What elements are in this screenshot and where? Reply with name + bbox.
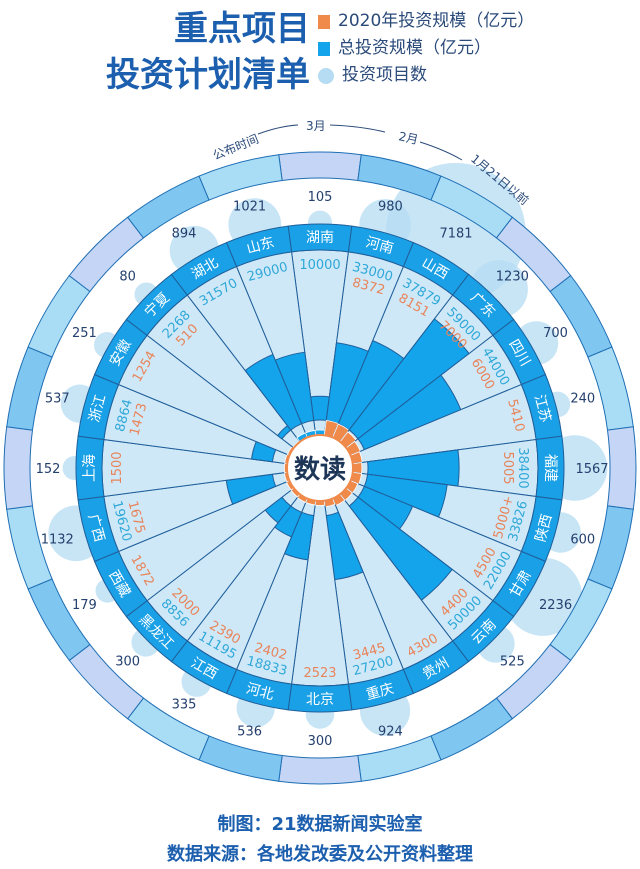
project-count-label: 240 xyxy=(570,392,595,407)
project-count-label: 1230 xyxy=(496,270,529,285)
total-investment-bar xyxy=(274,351,315,425)
project-count-label: 300 xyxy=(308,734,333,749)
publish-time-segment xyxy=(126,697,210,761)
publish-time-segment xyxy=(606,426,637,510)
province-label: 广西 xyxy=(85,512,108,543)
province-label: 河南 xyxy=(364,234,395,257)
project-count-label: 2236 xyxy=(539,598,572,613)
legend-item-count: 投资项目数 xyxy=(318,62,534,89)
title-line-2: 投资计划清单 xyxy=(106,55,310,95)
source: 数据来源：各地发改委及公开资料整理 xyxy=(167,844,473,865)
center-hub xyxy=(286,434,354,502)
project-count-label: 105 xyxy=(308,190,333,205)
province-label: 江苏 xyxy=(531,393,554,424)
orange-swatch-icon xyxy=(318,14,330,29)
project-count-label: 980 xyxy=(378,199,403,214)
chart-title: 重点项目 投资计划清单 xyxy=(70,6,310,98)
project-count-label: 1567 xyxy=(575,462,608,477)
project-count-label: 525 xyxy=(500,654,525,669)
publish-time-segment xyxy=(357,735,442,782)
publish-time-segment xyxy=(27,578,91,662)
legend: 2020年投资规模（亿元） 总投资规模（亿元） 投资项目数 xyxy=(318,8,534,89)
project-count-label: 700 xyxy=(543,326,568,341)
project-count-label: 335 xyxy=(172,698,197,713)
province-label: 福建 xyxy=(542,454,558,482)
project-count-label: 536 xyxy=(237,725,262,740)
investment-2020-bar xyxy=(352,462,363,474)
investment-2020-label: 2523 xyxy=(303,666,336,681)
province-label: 湖南 xyxy=(306,230,334,246)
project-count-label: 7181 xyxy=(439,226,472,241)
legend-item-2020: 2020年投资规模（亿元） xyxy=(318,8,534,35)
publish-time-segment xyxy=(278,151,362,182)
publish-time-segment xyxy=(587,346,634,431)
province-label-band xyxy=(225,225,293,268)
timeline-line xyxy=(257,124,463,161)
investment-2020-label: 5005 xyxy=(500,451,515,484)
publish-time-segment xyxy=(278,754,362,785)
legend-label: 总投资规模（亿元） xyxy=(338,38,491,58)
province-label: 陕西 xyxy=(533,512,556,543)
publish-time-segment xyxy=(430,697,514,761)
project-count-label: 80 xyxy=(119,270,136,285)
legend-label: 2020年投资规模（亿元） xyxy=(338,11,535,31)
project-count-label: 600 xyxy=(570,532,595,547)
province-label: 北京 xyxy=(306,692,334,708)
credit: 制图：21数据新闻实验室 xyxy=(217,814,423,835)
timeline-label: 公布时间 xyxy=(211,132,261,163)
province-label: 重庆 xyxy=(364,681,395,704)
legend-label: 投资项目数 xyxy=(342,65,427,85)
publish-time-segment xyxy=(198,154,283,201)
timeline-mark-feb: 2月 xyxy=(397,129,419,147)
total-investment-label: 10000 xyxy=(299,258,340,273)
project-count-label: 179 xyxy=(72,598,97,613)
title-line-1: 重点项目 xyxy=(174,9,310,49)
project-count-label: 152 xyxy=(36,462,61,477)
publish-time-segment xyxy=(198,735,283,782)
publish-time-segment xyxy=(6,346,53,431)
logo: 数读 xyxy=(294,455,346,485)
timeline-mark-march: 3月 xyxy=(306,119,326,133)
blue-swatch-icon xyxy=(318,41,330,56)
province-label: 上海 xyxy=(82,454,98,482)
project-count-label: 251 xyxy=(72,326,97,341)
publish-time-segment xyxy=(3,426,34,510)
investment-2020-label: 1500 xyxy=(110,451,125,484)
bubble-swatch-icon xyxy=(318,67,334,84)
publish-time-segment xyxy=(27,274,91,358)
legend-item-total: 总投资规模（亿元） xyxy=(318,35,534,62)
project-count-label: 1132 xyxy=(41,532,74,547)
project-count-label: 1021 xyxy=(233,199,266,214)
province-label: 河北 xyxy=(244,681,275,704)
project-count-label: 300 xyxy=(115,654,140,669)
project-count-label: 894 xyxy=(172,226,197,241)
publish-time-segment xyxy=(549,274,613,358)
total-investment-label: 38400 xyxy=(515,447,530,488)
project-count-label: 924 xyxy=(378,725,403,740)
province-label: 山东 xyxy=(245,234,276,257)
project-count-label: 537 xyxy=(45,392,70,407)
province-label: 浙江 xyxy=(86,393,109,424)
